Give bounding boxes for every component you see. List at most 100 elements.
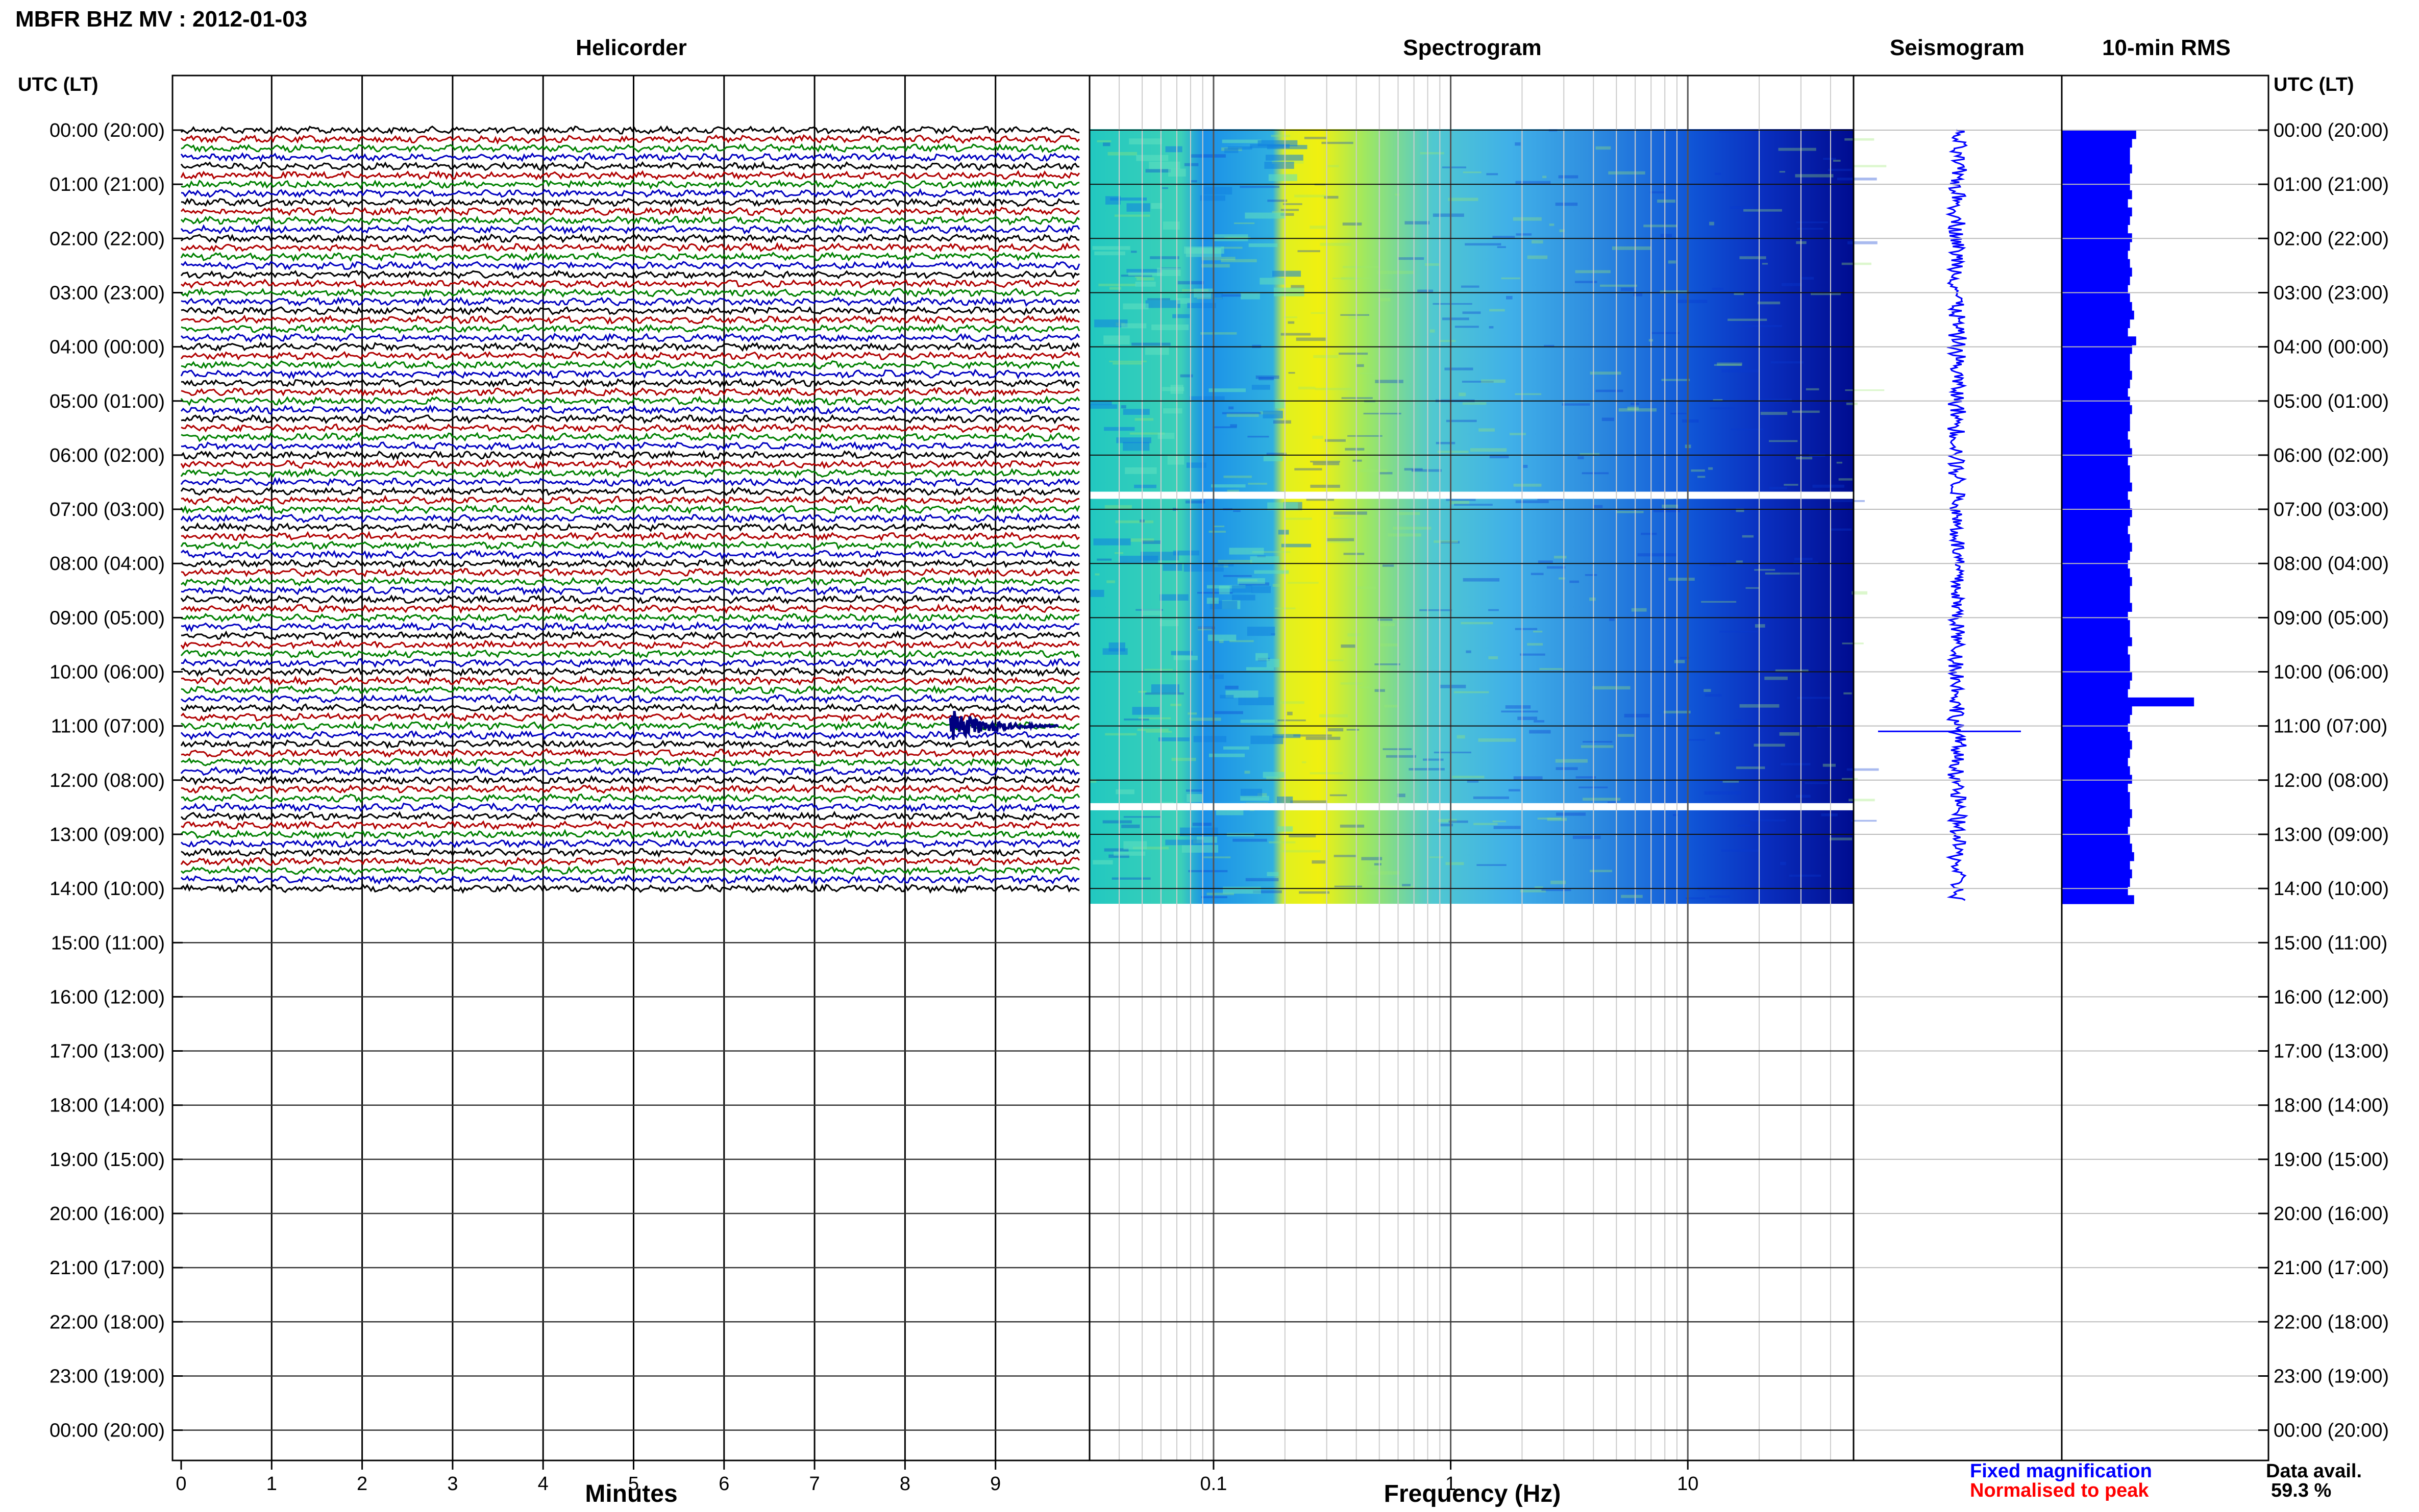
rms-bar <box>2062 697 2194 707</box>
helicorder-trace <box>180 351 1080 361</box>
spectrogram-speckle <box>1583 798 1621 801</box>
rms-bar <box>2062 362 2130 371</box>
spectrogram-lowband <box>1237 578 1265 584</box>
spectrogram-speckle <box>1282 203 1302 205</box>
spectrogram-speckle <box>1660 234 1672 237</box>
spectrogram-speckle <box>1404 221 1430 225</box>
tz-label-right: UTC (LT) <box>2274 74 2354 95</box>
time-label-left: 19:00 (15:00) <box>50 1149 165 1171</box>
spectrogram-speckle <box>1290 800 1327 804</box>
spectrogram-speckle <box>1240 186 1279 188</box>
rms-bar <box>2062 637 2132 647</box>
helicorder-trace <box>181 278 1080 289</box>
spectrogram-speckle <box>1114 214 1150 217</box>
rms-bar <box>2062 878 2130 887</box>
rms-bar <box>2062 474 2130 483</box>
spectrogram-speckle <box>1717 362 1742 366</box>
time-label-left: 13:00 (09:00) <box>50 824 165 846</box>
spectrogram-speckle <box>1280 209 1299 211</box>
rms-bar <box>2062 629 2130 638</box>
spectrogram-lowband <box>1222 139 1262 143</box>
spectrogram-lowband <box>1219 585 1230 594</box>
time-label-right: 09:00 (05:00) <box>2274 607 2389 629</box>
rms-bar <box>2062 147 2130 157</box>
spectrogram-speckle <box>1742 325 1782 327</box>
spectrogram-speckle <box>1186 789 1204 792</box>
spectrogram-lowband <box>1186 462 1206 468</box>
helicorder-trace <box>180 341 1080 352</box>
rms-title: 10-min RMS <box>2102 35 2231 60</box>
rms-bar <box>2062 508 2132 517</box>
time-label-right: 15:00 (11:00) <box>2274 932 2387 954</box>
spectrogram-xlabel: Frequency (Hz) <box>1384 1480 1561 1507</box>
spectrogram-speckle <box>1754 743 1785 747</box>
spectrogram-speckle <box>1326 540 1349 543</box>
spectrogram-speckle <box>1575 281 1597 283</box>
spectrogram-speckle <box>1378 643 1398 647</box>
spectrogram-speckle <box>1377 270 1415 275</box>
spectrogram-speckle <box>1577 456 1584 460</box>
spectrogram-speckle <box>1384 705 1398 708</box>
spectrogram-speckle <box>1425 263 1439 266</box>
rms-bar <box>2062 852 2134 861</box>
rms-bar <box>2062 457 2128 466</box>
helicorder-trace <box>181 431 1080 442</box>
spectrogram-speckle <box>1593 505 1603 508</box>
spectrogram-speckle <box>1419 609 1452 611</box>
spectrogram-speckle <box>1341 397 1373 399</box>
spectrogram-speckle <box>1272 211 1286 213</box>
spectrogram-speckle <box>1146 731 1172 733</box>
spectrogram-speckle <box>1379 472 1393 475</box>
spectrogram-speckle <box>1293 734 1332 737</box>
rms-bar <box>2062 706 2132 715</box>
spectrogram-speckle <box>1544 344 1554 347</box>
spectrogram-speckle <box>1641 533 1657 535</box>
rms-bar <box>2062 500 2130 509</box>
spectrogram-speckle <box>1109 287 1121 290</box>
rms-bar <box>2062 680 2130 689</box>
spectrogram-speckle <box>1098 283 1136 286</box>
helicorder-tick-label: 2 <box>357 1473 367 1495</box>
spectrogram-speckle <box>1757 301 1781 305</box>
spectrogram-speckle <box>1508 789 1520 791</box>
rms-bar <box>2062 740 2132 750</box>
spectrogram-speckle <box>1446 419 1477 423</box>
helicorder-tick-label: 8 <box>900 1473 910 1495</box>
spectrogram-speckle <box>1247 436 1269 438</box>
spectrogram-speckle <box>1559 577 1565 580</box>
data-avail-label: Data avail. <box>2266 1460 2362 1482</box>
spectrogram-speckle <box>1141 540 1162 544</box>
spectrogram-speckle <box>1653 508 1681 512</box>
spectrogram-speckle <box>1676 300 1708 303</box>
time-label-right: 08:00 (04:00) <box>2274 553 2389 575</box>
spectrogram-speckle <box>1188 870 1228 873</box>
spectrogram-speckle <box>1115 520 1154 524</box>
spectrogram-speckle <box>1527 643 1543 646</box>
helicorder-trace <box>180 856 1080 867</box>
spectrogram-speckle <box>1433 213 1464 217</box>
spectrogram-speckle <box>1467 779 1479 783</box>
spectrogram-speckle <box>1134 418 1154 421</box>
spectrogram-speckle <box>1297 250 1320 253</box>
rms-bar <box>2062 534 2130 543</box>
spectrogram-speckle <box>1745 587 1759 589</box>
spectrogram-speckle <box>1134 276 1143 278</box>
helicorder-tick-label: 9 <box>990 1473 1001 1495</box>
helicorder-trace <box>181 820 1080 831</box>
spectrogram-speckle <box>1550 880 1566 884</box>
spectrogram-speckle <box>1124 718 1149 721</box>
helicorder-trace <box>180 810 1080 822</box>
spectrogram-speckle <box>1277 719 1306 722</box>
spectrogram-speckle <box>1569 580 1579 583</box>
spectrogram-speckle <box>1769 487 1787 489</box>
time-label-right: 03:00 (23:00) <box>2274 282 2389 304</box>
spectrogram-speckle <box>1459 392 1466 396</box>
rms-bar <box>2062 860 2130 870</box>
spectrogram-speckle <box>1488 609 1499 611</box>
spectrogram-speckle <box>1434 540 1458 543</box>
spectrogram-lowband <box>1186 247 1222 257</box>
rms-bar <box>2062 568 2130 578</box>
spectrogram-speckle <box>1429 329 1435 333</box>
spectrogram-speckle <box>1812 484 1845 488</box>
spectrogram-speckle <box>1374 689 1385 692</box>
